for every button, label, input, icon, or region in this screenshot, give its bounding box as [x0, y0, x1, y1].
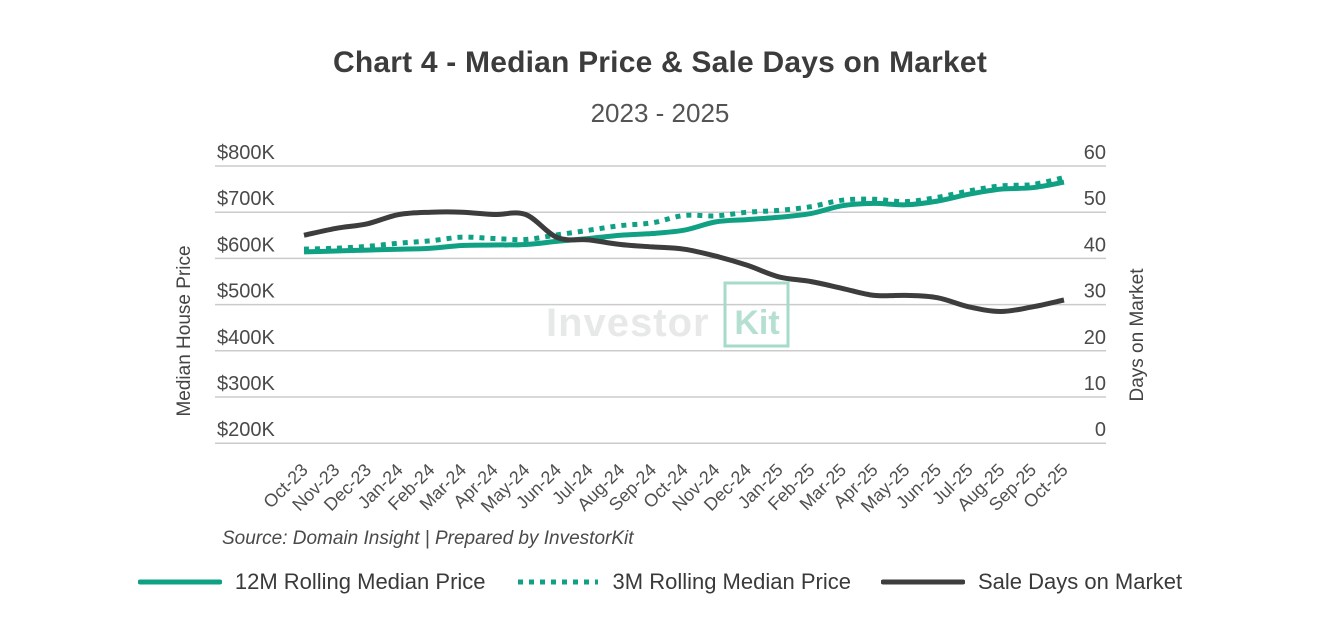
- left-axis-tick-label: $800K: [217, 142, 275, 164]
- legend-item-3m: 3M Rolling Median Price: [516, 569, 851, 595]
- series-line-12m-median: [303, 179, 1065, 255]
- left-axis-tick-label: $200K: [217, 419, 275, 441]
- right-axis-tick-label: 0: [1095, 419, 1106, 441]
- legend-swatch-solid-dark-icon: [880, 579, 965, 585]
- chart-subtitle: 2023 - 2025: [590, 98, 730, 128]
- left-axis-tick-label: $300K: [217, 373, 275, 395]
- right-axis-tick-label: 10: [1084, 373, 1106, 395]
- watermark-investor-text: Investor: [546, 301, 710, 345]
- legend-item-12m: 12M Rolling Median Price: [137, 569, 486, 595]
- legend-item-days: Sale Days on Market: [880, 569, 1183, 595]
- legend-label-days: Sale Days on Market: [977, 569, 1183, 594]
- left-axis-tick-label: $400K: [217, 327, 275, 349]
- chart-legend: 12M Rolling Median Price 3M Rolling Medi…: [0, 569, 1320, 595]
- watermark-kit-text: Kit: [734, 304, 779, 342]
- legend-swatch-solid-teal-icon: [137, 579, 222, 585]
- right-axis-tick-label: 20: [1084, 327, 1106, 349]
- right-axis-tick-label: 50: [1084, 188, 1106, 210]
- chart-title: Chart 4 - Median Price & Sale Days on Ma…: [332, 46, 988, 79]
- right-axis-title: Days on Market: [1127, 268, 1148, 402]
- right-axis-tick-label: 40: [1084, 234, 1106, 256]
- legend-label-3m: 3M Rolling Median Price: [612, 569, 851, 594]
- left-axis-title: Median House Price: [174, 245, 195, 416]
- left-axis-tick-label: $600K: [217, 234, 275, 256]
- right-axis-tick-label: 60: [1084, 142, 1106, 164]
- left-axis-tick-label: $700K: [217, 188, 275, 210]
- right-axis-tick-label: 30: [1084, 281, 1106, 303]
- legend-label-12m: 12M Rolling Median Price: [234, 569, 486, 594]
- left-axis-tick-label: $500K: [217, 281, 275, 303]
- source-note: Source: Domain Insight | Prepared by Inv…: [222, 528, 634, 549]
- watermark-kit-box-icon: [723, 281, 790, 348]
- legend-swatch-dotted-teal-icon: [517, 579, 598, 585]
- series-line-sale-days: [303, 209, 1065, 314]
